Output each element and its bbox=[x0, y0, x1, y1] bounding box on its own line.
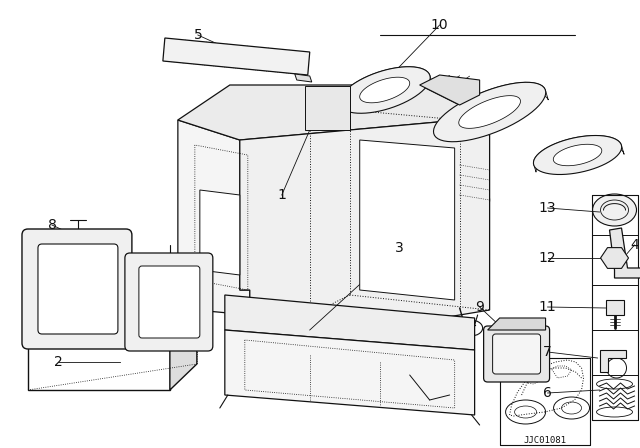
Polygon shape bbox=[178, 85, 460, 140]
Polygon shape bbox=[360, 140, 454, 300]
Polygon shape bbox=[178, 120, 250, 315]
Polygon shape bbox=[459, 96, 520, 128]
Polygon shape bbox=[295, 74, 312, 82]
FancyBboxPatch shape bbox=[484, 326, 550, 382]
Polygon shape bbox=[28, 298, 170, 390]
Polygon shape bbox=[605, 300, 623, 315]
Polygon shape bbox=[170, 272, 197, 390]
FancyBboxPatch shape bbox=[22, 229, 132, 349]
Polygon shape bbox=[360, 77, 410, 103]
Polygon shape bbox=[554, 144, 602, 166]
Polygon shape bbox=[533, 135, 621, 174]
Text: JJC01081: JJC01081 bbox=[523, 435, 566, 444]
Text: 5: 5 bbox=[193, 28, 202, 42]
Polygon shape bbox=[28, 272, 197, 298]
Polygon shape bbox=[163, 38, 310, 75]
Polygon shape bbox=[200, 190, 240, 275]
FancyBboxPatch shape bbox=[139, 266, 200, 338]
FancyBboxPatch shape bbox=[38, 244, 118, 334]
Polygon shape bbox=[600, 248, 628, 268]
Text: 9: 9 bbox=[475, 300, 484, 314]
Polygon shape bbox=[533, 135, 624, 172]
FancyBboxPatch shape bbox=[493, 334, 541, 374]
Text: 8: 8 bbox=[47, 218, 56, 232]
Text: 3: 3 bbox=[396, 241, 404, 255]
Text: 2: 2 bbox=[54, 355, 62, 369]
Polygon shape bbox=[225, 295, 475, 350]
Text: 10: 10 bbox=[431, 18, 449, 32]
Text: 4: 4 bbox=[630, 238, 639, 252]
Polygon shape bbox=[433, 82, 548, 144]
Polygon shape bbox=[488, 318, 545, 330]
Text: 7: 7 bbox=[543, 345, 552, 359]
Ellipse shape bbox=[605, 250, 625, 266]
Text: 1: 1 bbox=[277, 188, 286, 202]
Text: 6: 6 bbox=[543, 386, 552, 400]
Polygon shape bbox=[609, 228, 640, 278]
Polygon shape bbox=[305, 86, 349, 130]
Polygon shape bbox=[339, 67, 433, 113]
Ellipse shape bbox=[593, 194, 637, 226]
Polygon shape bbox=[433, 82, 546, 142]
FancyBboxPatch shape bbox=[125, 253, 213, 351]
Polygon shape bbox=[225, 330, 475, 415]
Text: 13: 13 bbox=[539, 201, 556, 215]
Polygon shape bbox=[339, 67, 430, 113]
Text: 12: 12 bbox=[539, 251, 556, 265]
Polygon shape bbox=[600, 350, 625, 372]
Polygon shape bbox=[420, 75, 479, 105]
Polygon shape bbox=[240, 120, 490, 330]
Text: 11: 11 bbox=[539, 300, 556, 314]
